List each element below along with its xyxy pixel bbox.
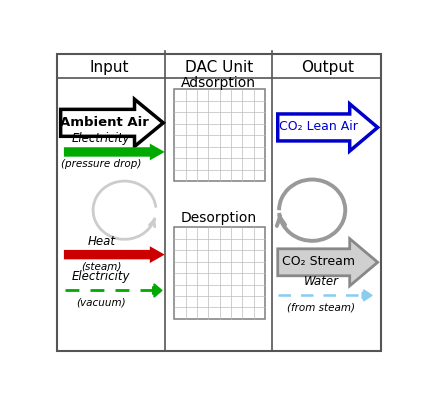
- Text: CO₂ Stream: CO₂ Stream: [281, 255, 354, 268]
- FancyArrow shape: [361, 290, 371, 301]
- Text: DAC Unit: DAC Unit: [184, 60, 252, 75]
- Text: Heat: Heat: [87, 235, 115, 248]
- FancyArrow shape: [153, 284, 161, 297]
- FancyArrow shape: [65, 145, 162, 158]
- Text: Electricity: Electricity: [72, 270, 130, 283]
- Bar: [174, 89, 265, 181]
- Text: CO₂ Lean Air: CO₂ Lean Air: [278, 120, 357, 133]
- Text: Electricity: Electricity: [72, 132, 130, 145]
- FancyArrow shape: [277, 104, 377, 151]
- Text: (steam): (steam): [81, 261, 121, 271]
- Text: (from steam): (from steam): [287, 303, 354, 313]
- Text: Ambient Air: Ambient Air: [60, 116, 149, 129]
- Text: Adsorption: Adsorption: [181, 76, 256, 90]
- Text: (vacuum): (vacuum): [76, 298, 126, 308]
- Text: Water: Water: [303, 275, 338, 288]
- FancyArrow shape: [65, 248, 162, 261]
- Text: Desorption: Desorption: [180, 211, 256, 225]
- Text: Output: Output: [301, 60, 354, 75]
- Text: (pressure drop): (pressure drop): [61, 159, 141, 169]
- Text: Input: Input: [89, 60, 128, 75]
- FancyArrow shape: [60, 99, 163, 146]
- Bar: [174, 227, 265, 319]
- FancyArrow shape: [277, 239, 377, 286]
